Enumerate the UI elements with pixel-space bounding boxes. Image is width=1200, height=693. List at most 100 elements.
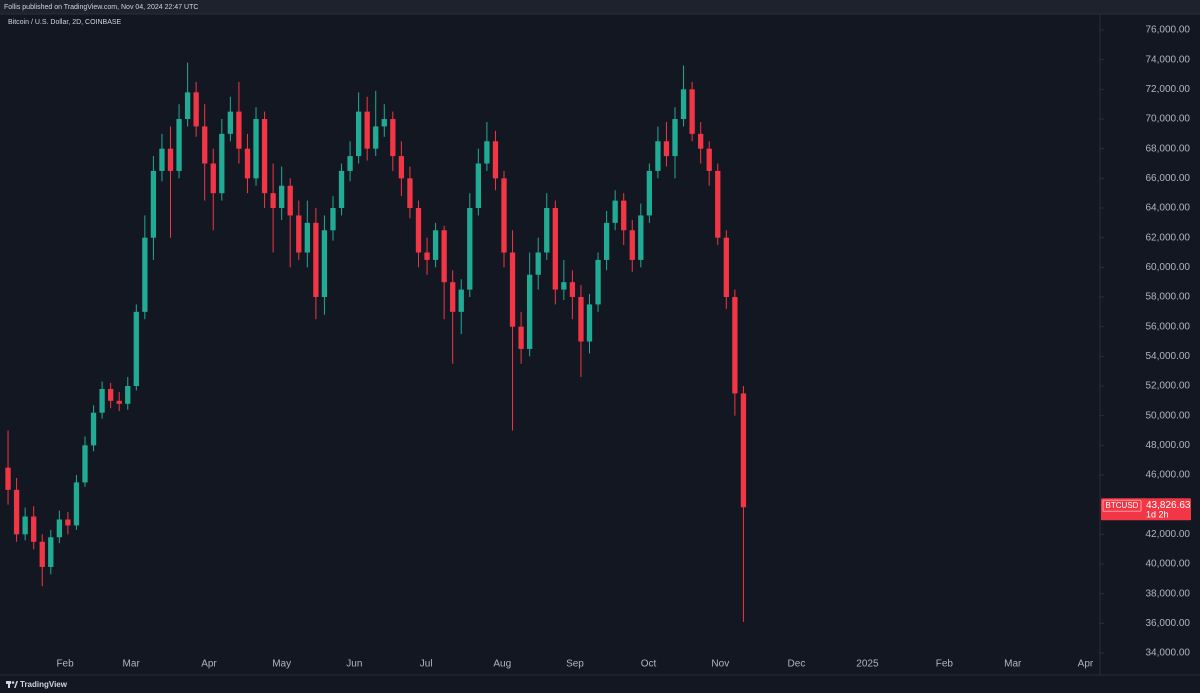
- candle-body: [347, 156, 353, 171]
- candle-body: [184, 92, 191, 120]
- x-tick-label: Nov: [711, 659, 729, 670]
- candle-body: [313, 222, 319, 298]
- candle-body: [535, 252, 541, 275]
- x-tick-label: Aug: [493, 659, 511, 670]
- x-tick-label: May: [272, 659, 291, 670]
- candle-body: [663, 141, 670, 157]
- candle-body: [569, 282, 576, 298]
- y-tick-label: 50,000.00: [1146, 410, 1191, 421]
- y-tick-label: 58,000.00: [1146, 292, 1191, 303]
- candle-body: [646, 170, 653, 216]
- x-tick-label: Jul: [420, 659, 433, 670]
- y-tick-label: 40,000.00: [1146, 559, 1191, 570]
- candle-body: [629, 230, 635, 260]
- candle-body: [22, 516, 28, 535]
- x-tick-label: Feb: [936, 659, 954, 670]
- candle-body: [578, 297, 584, 342]
- price-label: 43,826.63: [1146, 500, 1191, 511]
- candle-body: [116, 400, 122, 404]
- y-tick-label: 54,000.00: [1146, 351, 1191, 362]
- candle-body: [475, 163, 481, 209]
- candle-body: [167, 148, 174, 171]
- candle-body: [107, 388, 114, 401]
- candle-body: [740, 393, 747, 508]
- candle-body: [133, 311, 139, 386]
- y-tick-label: 66,000.00: [1146, 173, 1191, 184]
- candle-body: [364, 111, 370, 149]
- candle-body: [5, 467, 11, 490]
- candle-body: [458, 289, 464, 312]
- candle-body: [125, 386, 131, 404]
- candle-body: [176, 119, 182, 171]
- y-tick-label: 64,000.00: [1146, 203, 1191, 214]
- candle-body: [355, 111, 362, 157]
- candle-body: [261, 119, 268, 194]
- candle-body: [142, 237, 148, 312]
- candle-body: [715, 170, 721, 238]
- candle-body: [82, 445, 88, 483]
- candle-body: [603, 222, 610, 260]
- candle-body: [723, 237, 729, 298]
- x-tick-label: Apr: [1078, 659, 1094, 670]
- candle-body: [31, 516, 37, 542]
- y-tick-label: 34,000.00: [1146, 648, 1191, 659]
- candle-body: [526, 274, 533, 349]
- candle-body: [612, 200, 618, 223]
- candle-body: [65, 519, 71, 526]
- chart-title: Bitcoin / U.S. Dollar, 2D, COINBASE: [8, 19, 122, 26]
- y-tick-label: 70,000.00: [1146, 114, 1191, 125]
- candle-body: [655, 141, 661, 171]
- candle-body: [450, 282, 456, 312]
- x-tick-label: Apr: [201, 659, 217, 670]
- candle-body: [595, 259, 601, 305]
- candle-body: [689, 89, 695, 134]
- header-bar: [0, 0, 1200, 14]
- candle-body: [680, 89, 687, 120]
- candle-body: [424, 252, 430, 260]
- candle-body: [638, 215, 644, 260]
- y-tick-label: 74,000.00: [1146, 54, 1191, 65]
- y-tick-label: 56,000.00: [1146, 321, 1191, 332]
- candle-body: [219, 133, 225, 194]
- logo-text: TradingView: [20, 680, 68, 689]
- candle-body: [492, 141, 499, 179]
- candle-body: [390, 119, 396, 157]
- y-tick-label: 68,000.00: [1146, 143, 1191, 154]
- y-tick-label: 60,000.00: [1146, 262, 1191, 273]
- y-tick-label: 72,000.00: [1146, 84, 1191, 95]
- candle-body: [398, 156, 405, 179]
- publisher: Follis published on TradingView.com, Nov…: [4, 4, 198, 11]
- candle-body: [99, 388, 105, 413]
- x-tick-label: Dec: [788, 659, 806, 670]
- x-tick-label: 2025: [856, 659, 879, 670]
- x-tick-label: Feb: [56, 659, 74, 670]
- candle-body: [321, 230, 328, 298]
- series-name-box: [1102, 499, 1142, 512]
- y-tick-label: 38,000.00: [1146, 588, 1191, 599]
- x-tick-label: Oct: [641, 659, 657, 670]
- series-name: BTCUSD: [1106, 501, 1139, 510]
- y-tick-label: 46,000.00: [1146, 470, 1191, 481]
- candle-body: [518, 326, 524, 349]
- candle-body: [13, 489, 20, 535]
- y-tick-label: 36,000.00: [1146, 618, 1191, 629]
- candle-body: [48, 537, 54, 567]
- y-tick-label: 42,000.00: [1146, 529, 1191, 540]
- x-tick-label: Jun: [346, 659, 362, 670]
- candle-body: [381, 119, 387, 127]
- candle-body: [484, 141, 490, 164]
- candle-body: [544, 208, 550, 253]
- candle-body: [236, 111, 242, 149]
- candle-body: [253, 119, 259, 179]
- candle-body: [39, 541, 45, 567]
- y-tick-label: 62,000.00: [1146, 232, 1191, 243]
- candle-body: [210, 163, 216, 194]
- candle-body: [621, 200, 627, 231]
- candle-body: [561, 282, 567, 290]
- candle-body: [202, 126, 208, 164]
- y-tick-label: 76,000.00: [1146, 25, 1191, 36]
- candle-body: [509, 252, 516, 327]
